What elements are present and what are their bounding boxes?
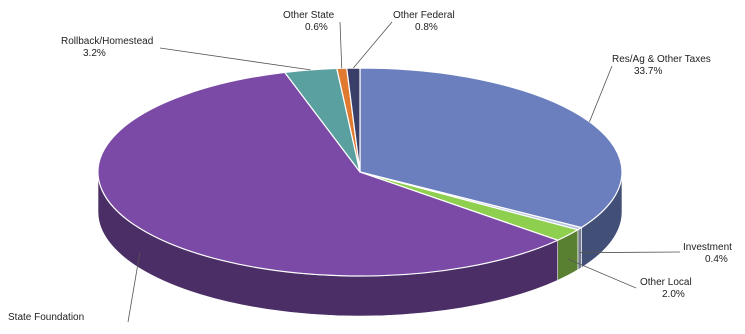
slice-label-res-ag-other-taxes: Res/Ag & Other Taxes — [612, 54, 711, 65]
slice-label-rollback-homestead: Rollback/Homestead — [61, 36, 153, 47]
slice-label-other-state: Other State — [283, 10, 335, 21]
slice-label-state-foundation: State Foundation — [8, 312, 84, 323]
pie-slice-state-foundation — [97, 71, 560, 277]
pie-sides — [97, 171, 623, 317]
leader-line-other-local — [568, 258, 637, 289]
slice-label-other-local: Other Local — [640, 277, 692, 288]
slice-value-res-ag-other-taxes: 33.7% — [634, 66, 662, 77]
slice-value-other-local: 2.0% — [662, 289, 685, 300]
slice-label-other-federal: Other Federal — [393, 10, 455, 21]
leader-line-investment — [579, 251, 681, 254]
slice-value-other-state: 0.6% — [305, 22, 328, 33]
slice-label-investment: Investment — [683, 242, 732, 253]
slice-value-other-federal: 0.8% — [415, 22, 438, 33]
slice-value-investment: 0.4% — [705, 254, 728, 265]
slice-value-rollback-homestead: 3.2% — [83, 48, 106, 59]
leader-line-res-ag-other-taxes — [589, 65, 613, 122]
leader-line-rollback-homestead — [159, 47, 311, 71]
leader-line-other-federal — [353, 21, 393, 69]
leader-line-state-foundation — [127, 252, 141, 323]
leader-line-other-state — [339, 21, 343, 69]
pie-slices — [97, 67, 623, 277]
